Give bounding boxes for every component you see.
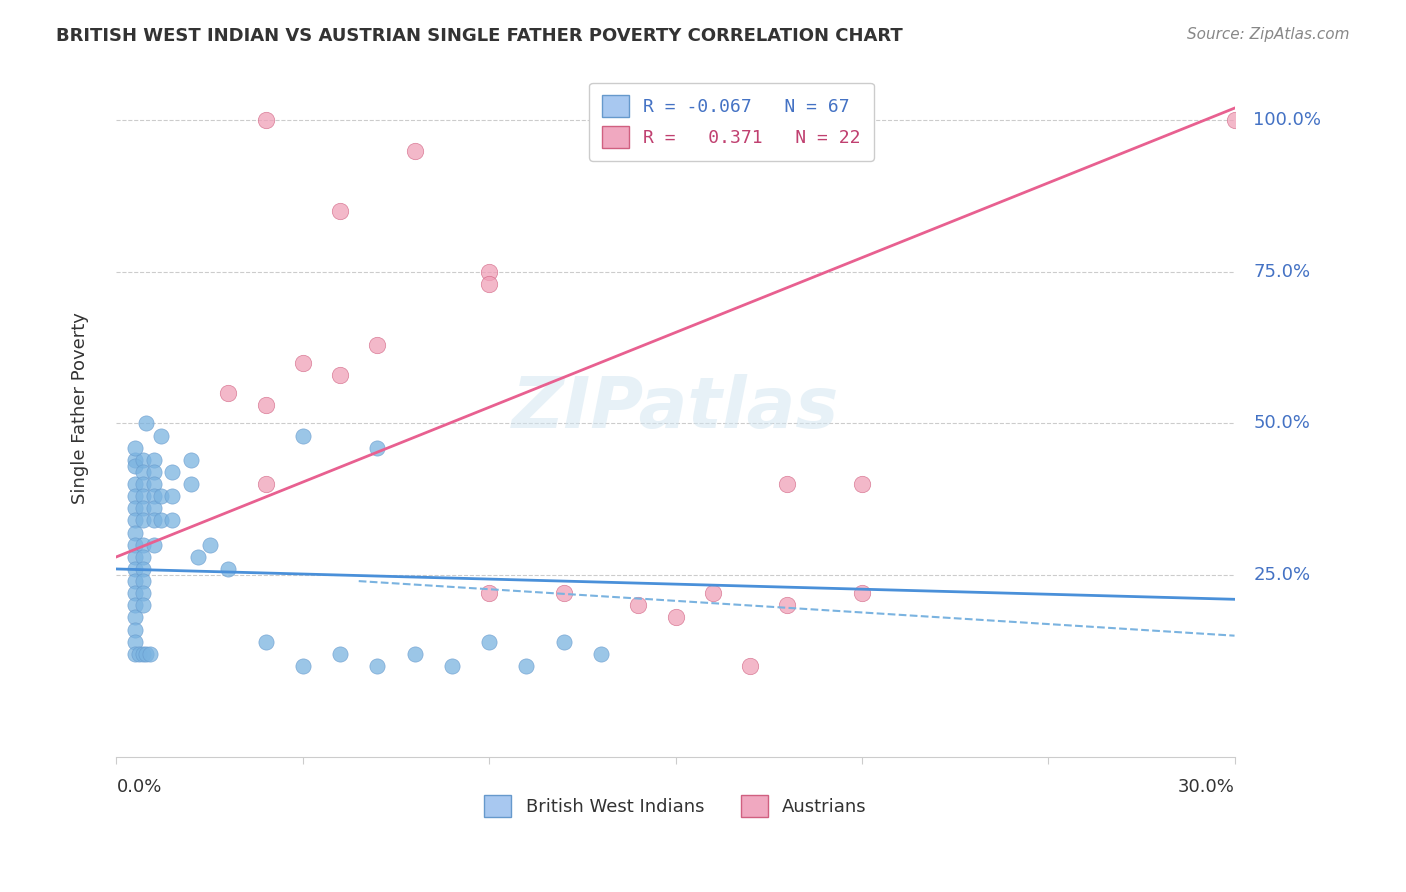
Point <box>180 477 202 491</box>
Point <box>589 647 612 661</box>
Point <box>291 659 314 673</box>
Point <box>254 477 277 491</box>
Text: 100.0%: 100.0% <box>1253 112 1322 129</box>
Point <box>627 599 650 613</box>
Point <box>553 586 575 600</box>
Text: 50.0%: 50.0% <box>1253 415 1310 433</box>
Point <box>217 562 239 576</box>
Point <box>124 610 146 624</box>
Point <box>404 647 426 661</box>
Text: 30.0%: 30.0% <box>1178 778 1234 797</box>
Point <box>124 574 146 588</box>
Point <box>142 538 165 552</box>
Point <box>150 489 173 503</box>
Point <box>124 623 146 637</box>
Point <box>124 441 146 455</box>
Point <box>478 586 501 600</box>
Point <box>478 277 501 291</box>
Point <box>150 428 173 442</box>
Point <box>366 337 388 351</box>
Point <box>124 634 146 648</box>
Text: BRITISH WEST INDIAN VS AUSTRIAN SINGLE FATHER POVERTY CORRELATION CHART: BRITISH WEST INDIAN VS AUSTRIAN SINGLE F… <box>56 27 903 45</box>
Point <box>131 452 153 467</box>
Point <box>124 525 146 540</box>
Point <box>404 144 426 158</box>
Point <box>664 610 686 624</box>
Point <box>131 599 153 613</box>
Point <box>139 647 162 661</box>
Point <box>124 647 146 661</box>
Legend: British West Indians, Austrians: British West Indians, Austrians <box>477 789 875 824</box>
Point <box>124 458 146 473</box>
Point <box>131 574 153 588</box>
Point <box>162 465 184 479</box>
Point <box>150 513 173 527</box>
Point <box>124 538 146 552</box>
Point <box>1223 113 1246 128</box>
Point <box>142 513 165 527</box>
Point <box>124 562 146 576</box>
Point <box>738 659 761 673</box>
Point <box>124 599 146 613</box>
Point <box>851 586 873 600</box>
Point <box>162 489 184 503</box>
Point <box>515 659 537 673</box>
Point <box>131 489 153 503</box>
Point <box>124 501 146 516</box>
Point <box>366 441 388 455</box>
Text: 75.0%: 75.0% <box>1253 263 1310 281</box>
Point <box>131 465 153 479</box>
Point <box>131 562 153 576</box>
Point <box>776 599 799 613</box>
Point <box>131 513 153 527</box>
Point <box>124 477 146 491</box>
Point <box>131 538 153 552</box>
Point <box>124 549 146 564</box>
Point <box>702 586 724 600</box>
Point <box>478 265 501 279</box>
Text: ZIPatlas: ZIPatlas <box>512 374 839 442</box>
Point <box>131 477 153 491</box>
Point <box>440 659 463 673</box>
Point <box>776 477 799 491</box>
Point <box>131 647 153 661</box>
Text: 0.0%: 0.0% <box>117 778 162 797</box>
Point <box>142 465 165 479</box>
Point <box>180 452 202 467</box>
Point <box>851 477 873 491</box>
Point <box>128 647 150 661</box>
Point <box>135 647 157 661</box>
Point <box>254 398 277 412</box>
Point <box>291 356 314 370</box>
Point <box>124 513 146 527</box>
Point <box>124 586 146 600</box>
Point <box>142 477 165 491</box>
Point <box>124 489 146 503</box>
Point <box>366 659 388 673</box>
Point <box>124 452 146 467</box>
Text: Single Father Poverty: Single Father Poverty <box>70 312 89 504</box>
Point <box>162 513 184 527</box>
Point <box>329 204 352 219</box>
Point <box>329 647 352 661</box>
Text: 25.0%: 25.0% <box>1253 566 1310 584</box>
Point <box>187 549 209 564</box>
Point <box>217 386 239 401</box>
Point <box>553 634 575 648</box>
Point <box>142 489 165 503</box>
Point <box>478 634 501 648</box>
Point <box>135 417 157 431</box>
Point <box>131 549 153 564</box>
Point <box>131 586 153 600</box>
Point <box>131 501 153 516</box>
Point <box>329 368 352 382</box>
Point <box>254 634 277 648</box>
Point <box>142 501 165 516</box>
Point <box>198 538 221 552</box>
Point <box>291 428 314 442</box>
Text: Source: ZipAtlas.com: Source: ZipAtlas.com <box>1187 27 1350 42</box>
Point <box>142 452 165 467</box>
Point <box>254 113 277 128</box>
